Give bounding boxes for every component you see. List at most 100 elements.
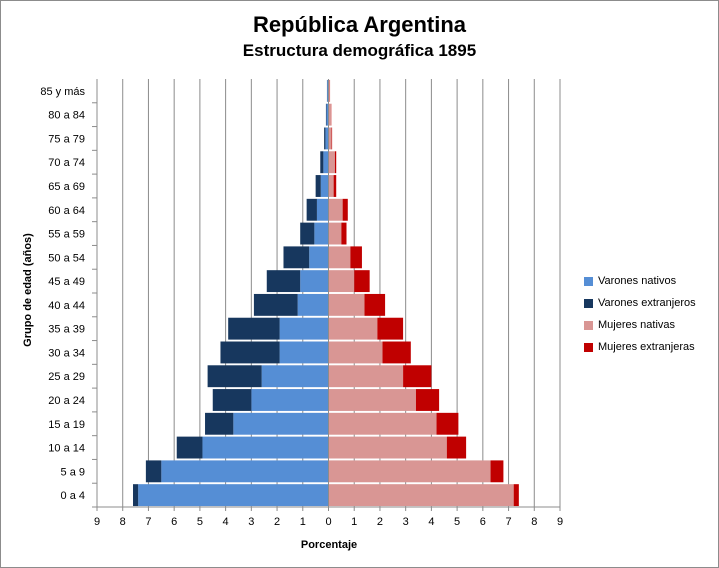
bar-varones-nativos [279,341,329,364]
axis-layer: 9 8 7 6 5 4 3 2 1 0 1 2 3 4 5 6 7 8 9 0 a 4 5 a 9 10 a 14 15 a… [40,79,563,528]
bar-mujeres-nativas [328,198,343,221]
x-tick-label: 3 [403,516,409,528]
bar-mujeres-nativas [328,436,447,459]
bar-mujeres-nativas [328,222,342,245]
bar-varones-extranjeros [228,317,280,340]
bar-mujeres-nativas [328,389,416,411]
bar-varones-nativos [316,198,329,221]
bar-mujeres-nativas [328,270,355,293]
x-tick-label: 5 [197,516,203,528]
bar-mujeres-extranjeras [403,365,432,388]
bar-varones-extranjeros [315,175,321,197]
bar-mujeres-extranjeras [513,484,519,507]
x-tick-label: 3 [248,516,254,528]
bar-mujeres-extranjeras [341,222,347,245]
bar-mujeres-extranjeras [446,436,467,459]
legend-swatch [584,276,593,286]
bar-varones-nativos [251,389,329,411]
legend-swatch [584,342,593,352]
x-tick-label: 8 [120,516,126,528]
bar-mujeres-nativas [328,151,335,174]
y-tick-label: 70 a 74 [48,157,85,169]
legend-item: Mujeres extranjeras [584,336,696,358]
bar-mujeres-nativas [328,246,351,269]
x-tick-label: 7 [145,516,151,528]
legend-swatch [584,320,593,330]
y-tick-label: 80 a 84 [48,110,85,122]
y-tick-label: 40 a 44 [48,300,85,312]
bar-mujeres-extranjeras [354,270,370,293]
y-tick-label: 60 a 64 [48,205,85,217]
bar-mujeres-nativas [328,365,404,388]
x-axis-title: Porcentaje [301,539,357,551]
bar-mujeres-extranjeras [334,151,337,174]
x-tick-label: 6 [171,516,177,528]
y-tick-label: 55 a 59 [48,229,85,241]
legend-label: Varones extranjeros [598,297,696,309]
y-tick-label: 50 a 54 [48,252,85,264]
bar-varones-extranjeros [300,222,315,245]
bar-mujeres-extranjeras [350,246,362,269]
x-tick-label: 6 [480,516,486,528]
y-tick-label: 85 y más [40,86,85,98]
y-tick-label: 5 a 9 [61,466,85,478]
bar-varones-extranjeros [253,293,298,316]
y-tick-label: 35 a 39 [48,324,85,336]
legend-item: Varones nativos [584,270,696,292]
y-axis-title: Grupo de edad (años) [22,233,34,347]
legend-item: Varones extranjeros [584,292,696,314]
bar-varones-nativos [138,484,329,507]
bar-varones-extranjeros [320,151,324,174]
x-tick-label: 9 [557,516,563,528]
bar-varones-extranjeros [145,460,162,483]
legend-swatch [584,298,593,308]
bar-mujeres-nativas [328,79,330,102]
y-tick-label: 10 a 14 [48,443,85,455]
x-tick-label: 4 [223,516,229,528]
legend-label: Varones nativos [598,275,677,287]
x-tick-label: 8 [531,516,537,528]
legend-label: Mujeres extranjeras [598,341,695,353]
bar-varones-nativos [325,127,329,150]
bar-mujeres-nativas [328,341,383,364]
legend: Varones nativos Varones extranjeros Mujere… [584,270,696,358]
x-tick-label: 9 [94,516,100,528]
bar-varones-extranjeros [212,389,252,411]
bar-varones-nativos [202,436,329,459]
bar-varones-extranjeros [133,484,139,507]
bar-mujeres-extranjeras [436,412,459,435]
bar-mujeres-nativas [328,460,491,483]
grid-layer [96,79,561,507]
bar-mujeres-nativas [328,484,514,507]
bar-mujeres-extranjeras [333,175,337,197]
chart-subtitle: Estructura demográfica 1895 [242,41,477,60]
bar-mujeres-extranjeras [331,127,333,150]
y-tick-label: 65 a 69 [48,181,85,193]
bar-varones-nativos [320,175,329,197]
y-tick-label: 0 a 4 [61,490,85,502]
bar-varones-extranjeros [266,270,301,293]
bar-mujeres-extranjeras [490,460,504,483]
y-tick-label: 25 a 29 [48,371,85,383]
bar-varones-extranjeros [324,127,326,150]
bar-mujeres-extranjeras [382,341,411,364]
y-tick-label: 15 a 19 [48,419,85,431]
y-tick-label: 75 a 79 [48,133,85,145]
bar-mujeres-nativas [328,127,332,150]
bar-varones-extranjeros [207,365,262,388]
bars-layer [133,79,519,507]
y-tick-label: 45 a 49 [48,276,85,288]
bar-mujeres-extranjeras [377,317,404,340]
legend-label: Mujeres nativas [598,319,676,331]
bar-mujeres-extranjeras [415,389,440,411]
bar-mujeres-nativas [328,103,332,126]
x-tick-label: 2 [377,516,383,528]
x-tick-label: 4 [428,516,434,528]
bar-varones-nativos [161,460,329,483]
bar-varones-nativos [309,246,329,269]
bar-mujeres-nativas [328,412,437,435]
bar-varones-nativos [233,412,329,435]
bar-varones-nativos [261,365,329,388]
legend-item: Mujeres nativas [584,314,696,336]
